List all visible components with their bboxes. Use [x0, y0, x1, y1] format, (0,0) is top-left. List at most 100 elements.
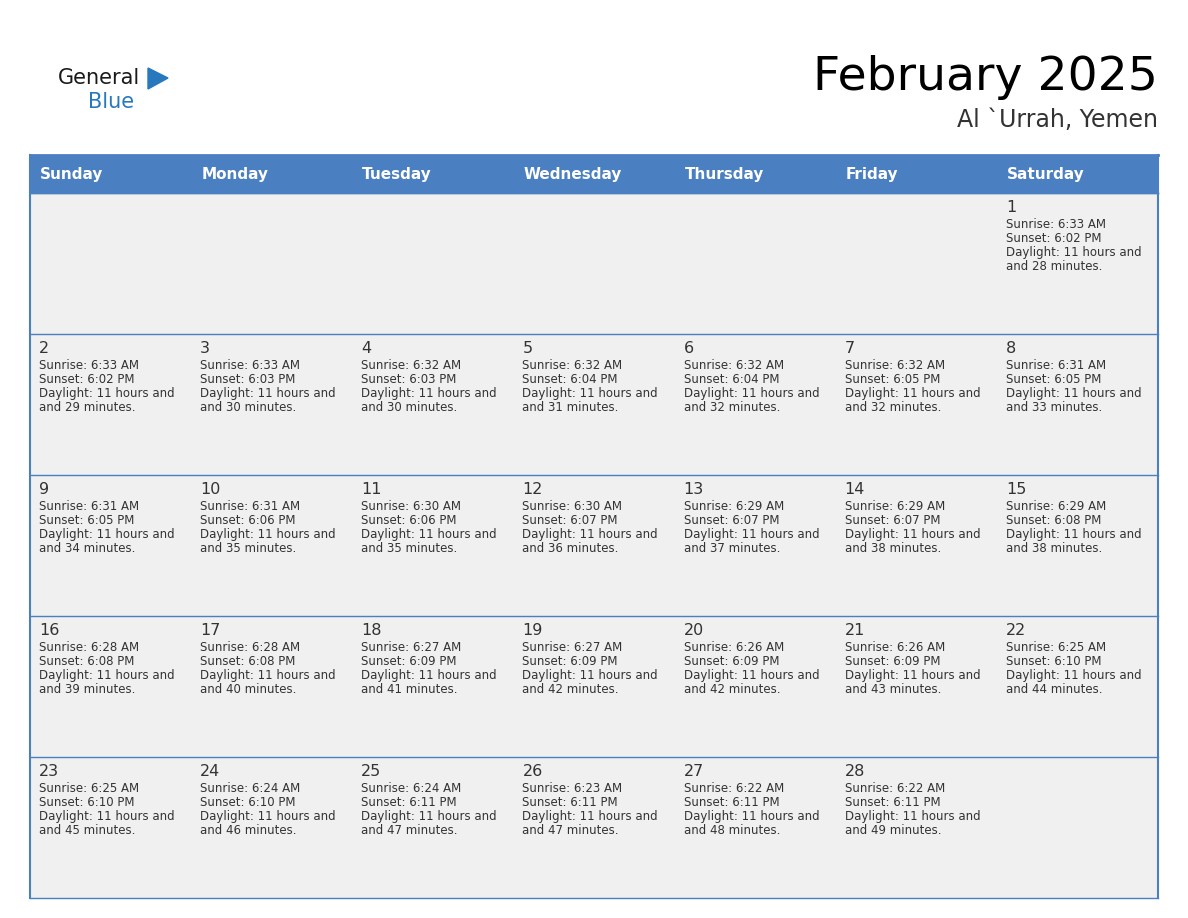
Text: Sunset: 6:11 PM: Sunset: 6:11 PM — [523, 796, 618, 809]
Text: 8: 8 — [1006, 341, 1016, 356]
Bar — [835, 193, 997, 334]
Text: 28: 28 — [845, 764, 865, 779]
Text: 13: 13 — [683, 482, 703, 497]
Bar — [675, 334, 835, 475]
Text: Sunrise: 6:32 AM: Sunrise: 6:32 AM — [361, 359, 461, 372]
Text: and 47 minutes.: and 47 minutes. — [523, 824, 619, 837]
Text: 6: 6 — [683, 341, 694, 356]
Text: Daylight: 11 hours and: Daylight: 11 hours and — [39, 669, 175, 682]
Text: 21: 21 — [845, 623, 865, 638]
Text: Monday: Monday — [201, 166, 268, 182]
Text: Sunrise: 6:28 AM: Sunrise: 6:28 AM — [200, 641, 301, 654]
Bar — [675, 155, 835, 193]
Text: 18: 18 — [361, 623, 381, 638]
Text: and 45 minutes.: and 45 minutes. — [39, 824, 135, 837]
Text: Sunrise: 6:26 AM: Sunrise: 6:26 AM — [683, 641, 784, 654]
Text: Daylight: 11 hours and: Daylight: 11 hours and — [200, 528, 336, 541]
Text: and 47 minutes.: and 47 minutes. — [361, 824, 457, 837]
Bar — [191, 757, 353, 898]
Bar — [30, 475, 191, 616]
Text: Daylight: 11 hours and: Daylight: 11 hours and — [1006, 669, 1142, 682]
Text: Sunset: 6:10 PM: Sunset: 6:10 PM — [39, 796, 134, 809]
Text: Sunset: 6:08 PM: Sunset: 6:08 PM — [200, 655, 296, 668]
Text: Daylight: 11 hours and: Daylight: 11 hours and — [845, 669, 980, 682]
Bar — [997, 193, 1158, 334]
Bar — [997, 334, 1158, 475]
Text: Daylight: 11 hours and: Daylight: 11 hours and — [39, 528, 175, 541]
Bar — [513, 616, 675, 757]
Text: Daylight: 11 hours and: Daylight: 11 hours and — [1006, 246, 1142, 259]
Text: Sunrise: 6:33 AM: Sunrise: 6:33 AM — [39, 359, 139, 372]
Text: Sunrise: 6:29 AM: Sunrise: 6:29 AM — [845, 500, 944, 513]
Bar — [835, 757, 997, 898]
Text: Thursday: Thursday — [684, 166, 764, 182]
Text: Sunset: 6:07 PM: Sunset: 6:07 PM — [683, 514, 779, 527]
Bar — [191, 193, 353, 334]
Text: Sunset: 6:09 PM: Sunset: 6:09 PM — [523, 655, 618, 668]
Text: Sunset: 6:07 PM: Sunset: 6:07 PM — [845, 514, 940, 527]
Text: and 38 minutes.: and 38 minutes. — [1006, 542, 1102, 555]
Text: 20: 20 — [683, 623, 703, 638]
Bar — [513, 475, 675, 616]
Text: 22: 22 — [1006, 623, 1026, 638]
Text: Sunset: 6:11 PM: Sunset: 6:11 PM — [361, 796, 457, 809]
Text: Sunset: 6:09 PM: Sunset: 6:09 PM — [361, 655, 456, 668]
Text: Sunset: 6:06 PM: Sunset: 6:06 PM — [361, 514, 456, 527]
Text: Daylight: 11 hours and: Daylight: 11 hours and — [683, 387, 820, 400]
Bar — [675, 475, 835, 616]
Text: Daylight: 11 hours and: Daylight: 11 hours and — [361, 810, 497, 823]
Text: and 31 minutes.: and 31 minutes. — [523, 401, 619, 414]
Text: Tuesday: Tuesday — [362, 166, 432, 182]
Text: and 30 minutes.: and 30 minutes. — [200, 401, 296, 414]
Text: and 49 minutes.: and 49 minutes. — [845, 824, 941, 837]
Text: Sunrise: 6:33 AM: Sunrise: 6:33 AM — [1006, 218, 1106, 231]
Text: Sunset: 6:05 PM: Sunset: 6:05 PM — [1006, 373, 1101, 386]
Text: 19: 19 — [523, 623, 543, 638]
Text: 26: 26 — [523, 764, 543, 779]
Text: Wednesday: Wednesday — [524, 166, 621, 182]
Text: and 48 minutes.: and 48 minutes. — [683, 824, 781, 837]
Text: Blue: Blue — [88, 92, 134, 112]
Text: Daylight: 11 hours and: Daylight: 11 hours and — [845, 387, 980, 400]
Bar — [997, 616, 1158, 757]
Text: Daylight: 11 hours and: Daylight: 11 hours and — [200, 669, 336, 682]
Text: and 42 minutes.: and 42 minutes. — [523, 683, 619, 696]
Text: Sunset: 6:02 PM: Sunset: 6:02 PM — [1006, 232, 1101, 245]
Text: Sunset: 6:03 PM: Sunset: 6:03 PM — [200, 373, 296, 386]
Text: 23: 23 — [39, 764, 59, 779]
Text: Daylight: 11 hours and: Daylight: 11 hours and — [523, 528, 658, 541]
Text: and 38 minutes.: and 38 minutes. — [845, 542, 941, 555]
Text: and 30 minutes.: and 30 minutes. — [361, 401, 457, 414]
Text: Sunset: 6:04 PM: Sunset: 6:04 PM — [683, 373, 779, 386]
Text: Daylight: 11 hours and: Daylight: 11 hours and — [523, 387, 658, 400]
Text: Sunrise: 6:29 AM: Sunrise: 6:29 AM — [683, 500, 784, 513]
Text: and 36 minutes.: and 36 minutes. — [523, 542, 619, 555]
Text: Sunrise: 6:31 AM: Sunrise: 6:31 AM — [200, 500, 301, 513]
Text: and 29 minutes.: and 29 minutes. — [39, 401, 135, 414]
Text: Daylight: 11 hours and: Daylight: 11 hours and — [361, 528, 497, 541]
Bar — [353, 193, 513, 334]
Text: Sunrise: 6:28 AM: Sunrise: 6:28 AM — [39, 641, 139, 654]
Text: 24: 24 — [200, 764, 221, 779]
Text: 27: 27 — [683, 764, 703, 779]
Text: 1: 1 — [1006, 200, 1016, 215]
Text: Daylight: 11 hours and: Daylight: 11 hours and — [845, 528, 980, 541]
Text: Sunrise: 6:26 AM: Sunrise: 6:26 AM — [845, 641, 944, 654]
Bar — [513, 757, 675, 898]
Text: and 34 minutes.: and 34 minutes. — [39, 542, 135, 555]
Bar — [835, 616, 997, 757]
Text: and 41 minutes.: and 41 minutes. — [361, 683, 457, 696]
Bar — [353, 757, 513, 898]
Text: Sunrise: 6:24 AM: Sunrise: 6:24 AM — [361, 782, 461, 795]
Text: Sunrise: 6:25 AM: Sunrise: 6:25 AM — [1006, 641, 1106, 654]
Bar — [835, 475, 997, 616]
Text: 14: 14 — [845, 482, 865, 497]
Text: Sunset: 6:09 PM: Sunset: 6:09 PM — [683, 655, 779, 668]
Text: Sunrise: 6:30 AM: Sunrise: 6:30 AM — [361, 500, 461, 513]
Text: Sunrise: 6:25 AM: Sunrise: 6:25 AM — [39, 782, 139, 795]
Text: 3: 3 — [200, 341, 210, 356]
Text: Sunrise: 6:31 AM: Sunrise: 6:31 AM — [39, 500, 139, 513]
Text: Daylight: 11 hours and: Daylight: 11 hours and — [1006, 528, 1142, 541]
Text: Sunrise: 6:30 AM: Sunrise: 6:30 AM — [523, 500, 623, 513]
Text: and 32 minutes.: and 32 minutes. — [845, 401, 941, 414]
